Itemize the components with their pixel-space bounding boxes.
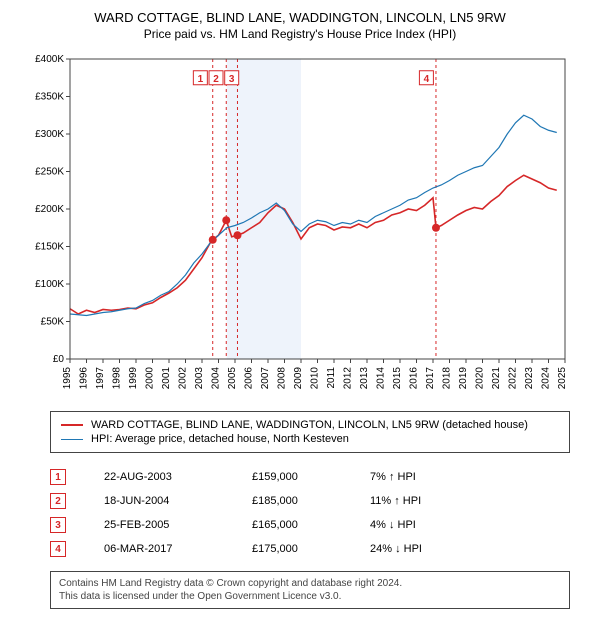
svg-text:2005: 2005 <box>227 367 238 390</box>
transaction-diff: 4% ↓ HPI <box>370 519 470 531</box>
svg-text:2: 2 <box>213 74 219 85</box>
svg-text:2000: 2000 <box>145 367 156 390</box>
svg-text:2025: 2025 <box>557 367 568 390</box>
transaction-price: £159,000 <box>252 471 332 483</box>
legend-swatch <box>61 439 83 440</box>
footer-line: This data is licensed under the Open Gov… <box>59 590 561 603</box>
svg-text:2014: 2014 <box>376 367 387 390</box>
svg-text:2007: 2007 <box>260 367 271 390</box>
svg-text:£350K: £350K <box>35 92 64 103</box>
svg-text:2009: 2009 <box>293 367 304 390</box>
transaction-diff: 24% ↓ HPI <box>370 543 470 555</box>
chart-title: WARD COTTAGE, BLIND LANE, WADDINGTON, LI… <box>0 0 600 25</box>
legend: WARD COTTAGE, BLIND LANE, WADDINGTON, LI… <box>50 411 570 453</box>
transaction-row: 3 25-FEB-2005 £165,000 4% ↓ HPI <box>50 513 570 537</box>
svg-text:£400K: £400K <box>35 54 64 65</box>
footer-attribution: Contains HM Land Registry data © Crown c… <box>50 571 570 609</box>
svg-text:2023: 2023 <box>524 367 535 390</box>
transaction-marker: 3 <box>50 517 66 533</box>
svg-text:2003: 2003 <box>194 367 205 390</box>
svg-text:2010: 2010 <box>310 367 321 390</box>
svg-text:£150K: £150K <box>35 242 64 253</box>
svg-text:1996: 1996 <box>79 367 90 390</box>
svg-text:2013: 2013 <box>359 367 370 390</box>
svg-text:£200K: £200K <box>35 204 64 215</box>
transaction-price: £185,000 <box>252 495 332 507</box>
chart-plot: £0 £50K £100K £150K £200K £250K £300K £350K £400… <box>20 49 580 399</box>
legend-label: HPI: Average price, detached house, Nort… <box>91 433 349 445</box>
legend-row: WARD COTTAGE, BLIND LANE, WADDINGTON, LI… <box>61 418 559 432</box>
svg-text:1: 1 <box>198 74 204 85</box>
transaction-row: 2 18-JUN-2004 £185,000 11% ↑ HPI <box>50 489 570 513</box>
svg-text:2008: 2008 <box>277 367 288 390</box>
svg-text:£300K: £300K <box>35 129 64 140</box>
footer-line: Contains HM Land Registry data © Crown c… <box>59 577 561 590</box>
svg-text:2018: 2018 <box>442 367 453 390</box>
svg-text:£250K: £250K <box>35 167 64 178</box>
svg-text:2016: 2016 <box>409 367 420 390</box>
chart-container: WARD COTTAGE, BLIND LANE, WADDINGTON, LI… <box>0 0 600 609</box>
svg-text:1995: 1995 <box>62 367 73 390</box>
svg-text:3: 3 <box>229 74 235 85</box>
transaction-price: £175,000 <box>252 543 332 555</box>
svg-text:2019: 2019 <box>458 367 469 390</box>
transaction-price: £165,000 <box>252 519 332 531</box>
legend-row: HPI: Average price, detached house, Nort… <box>61 432 559 446</box>
transaction-marker: 1 <box>50 469 66 485</box>
transaction-marker: 2 <box>50 493 66 509</box>
legend-swatch <box>61 424 83 426</box>
transaction-marker: 4 <box>50 541 66 557</box>
svg-text:1999: 1999 <box>128 367 139 390</box>
svg-text:2022: 2022 <box>508 367 519 390</box>
svg-text:1998: 1998 <box>112 367 123 390</box>
svg-text:2006: 2006 <box>244 367 255 390</box>
chart-subtitle: Price paid vs. HM Land Registry's House … <box>0 25 600 49</box>
svg-text:2015: 2015 <box>392 367 403 390</box>
transaction-diff: 11% ↑ HPI <box>370 495 470 507</box>
svg-text:1997: 1997 <box>95 367 106 390</box>
svg-text:£0: £0 <box>53 354 65 365</box>
transaction-date: 25-FEB-2005 <box>104 519 214 531</box>
transaction-row: 4 06-MAR-2017 £175,000 24% ↓ HPI <box>50 537 570 561</box>
svg-text:2020: 2020 <box>475 367 486 390</box>
svg-text:£50K: £50K <box>41 317 65 328</box>
svg-text:2017: 2017 <box>425 367 436 390</box>
svg-text:£100K: £100K <box>35 279 64 290</box>
svg-text:2001: 2001 <box>161 367 172 390</box>
legend-label: WARD COTTAGE, BLIND LANE, WADDINGTON, LI… <box>91 419 528 431</box>
transaction-diff: 7% ↑ HPI <box>370 471 470 483</box>
svg-text:2011: 2011 <box>326 367 337 389</box>
svg-text:2012: 2012 <box>343 367 354 390</box>
svg-text:2002: 2002 <box>178 367 189 390</box>
transaction-date: 18-JUN-2004 <box>104 495 214 507</box>
transaction-table: 1 22-AUG-2003 £159,000 7% ↑ HPI 2 18-JUN-2004… <box>50 465 570 561</box>
svg-text:2004: 2004 <box>211 367 222 390</box>
transaction-row: 1 22-AUG-2003 £159,000 7% ↑ HPI <box>50 465 570 489</box>
transaction-date: 22-AUG-2003 <box>104 471 214 483</box>
svg-text:4: 4 <box>424 74 430 85</box>
svg-text:2024: 2024 <box>541 367 552 390</box>
transaction-date: 06-MAR-2017 <box>104 543 214 555</box>
svg-text:2021: 2021 <box>491 367 502 390</box>
